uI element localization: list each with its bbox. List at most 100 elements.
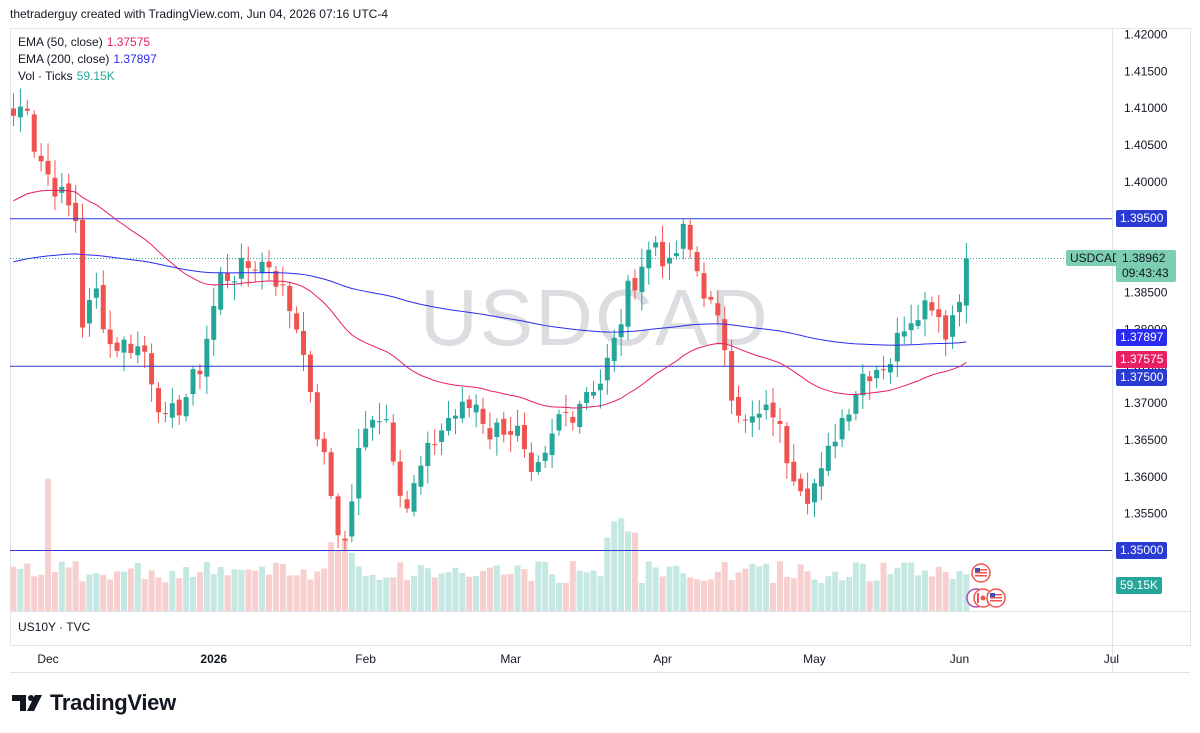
candle-body — [577, 403, 583, 428]
sub-pane-label[interactable]: US10Y · TVC — [18, 620, 91, 634]
candle-body — [404, 499, 410, 509]
legend-ema200-label: EMA (200, close) — [18, 52, 110, 66]
volume-bar — [500, 574, 507, 611]
volume-bar — [169, 570, 176, 611]
candle-body — [915, 320, 921, 327]
candle-body — [183, 397, 189, 417]
candle-body — [328, 452, 334, 496]
candle-body — [943, 315, 949, 340]
candle-body — [963, 258, 969, 306]
candle-body — [411, 483, 417, 512]
candle-body — [459, 401, 465, 419]
volume-bar — [915, 575, 922, 611]
volume-bar — [210, 573, 217, 611]
volume-bar — [590, 570, 597, 611]
time-tick-label: Mar — [500, 652, 521, 666]
legend-volume-label: Vol · Ticks — [18, 69, 73, 83]
candle-body — [805, 488, 811, 504]
volume-bar — [949, 578, 956, 611]
candle-body — [708, 296, 714, 300]
tradingview-logo-icon — [12, 695, 42, 711]
volume-bar — [562, 582, 569, 611]
volume-bar — [114, 571, 121, 611]
candle-body — [494, 422, 500, 437]
volume-bar — [583, 572, 590, 611]
candle-body — [618, 324, 624, 338]
ema-lines — [13, 189, 967, 409]
volume-bar — [45, 478, 52, 611]
candle-body — [80, 219, 86, 328]
candle-body — [418, 465, 424, 487]
legend-volume[interactable]: Vol · Ticks 59.15K — [18, 69, 115, 83]
hline-tag-lower[interactable]: 1.35000 — [1116, 542, 1168, 559]
price-pane-border — [10, 28, 1191, 612]
volume-bar — [190, 576, 197, 611]
candle-body — [100, 285, 106, 330]
volume-bar — [300, 569, 307, 611]
tradingview-logo[interactable]: TradingView — [10, 690, 176, 716]
candle-body — [715, 303, 721, 316]
volume-bar — [134, 563, 141, 611]
volume-bar — [38, 574, 45, 611]
legend-ema200[interactable]: EMA (200, close) 1.37897 — [18, 52, 157, 66]
candle-body — [563, 412, 569, 414]
price-tick-label: 1.36500 — [1124, 433, 1168, 447]
volume-bar — [493, 565, 500, 611]
volume-bar — [376, 579, 383, 611]
volume-bar — [763, 563, 770, 611]
us-flag-icon[interactable] — [986, 588, 1006, 608]
volume-bar — [811, 579, 818, 611]
volume-bar — [272, 562, 279, 611]
candle-body — [142, 345, 148, 352]
candle-body — [301, 330, 307, 355]
event-flags[interactable] — [966, 563, 1006, 608]
candle-body — [45, 160, 51, 175]
legend-ema50-label: EMA (50, close) — [18, 35, 103, 49]
candle-body — [252, 269, 258, 271]
volume-bar — [542, 562, 549, 611]
volume-bar — [100, 574, 107, 611]
legend-volume-value: 59.15K — [76, 69, 115, 83]
volume-bar — [652, 567, 659, 611]
candle-body — [128, 343, 134, 353]
volume-bar — [86, 574, 93, 611]
volume-bar — [459, 573, 466, 611]
hline-tag-upper[interactable]: 1.39500 — [1116, 210, 1168, 227]
candle-body — [584, 392, 590, 403]
candle-body — [93, 288, 99, 298]
volume-bar — [625, 531, 632, 611]
volume-bar — [873, 580, 880, 611]
volume-bar — [687, 577, 694, 611]
volume-bar — [93, 573, 100, 611]
candle-body — [294, 313, 300, 330]
legend-ema50[interactable]: EMA (50, close) 1.37575 — [18, 35, 150, 49]
volume-bar — [176, 578, 183, 611]
last-price-tag: 1.38962 09:43:43 — [1116, 250, 1176, 282]
volume-bar — [127, 568, 134, 611]
candle-body — [749, 416, 755, 423]
candle-body — [307, 354, 313, 393]
ema50-line — [13, 189, 967, 409]
volume-bar — [935, 566, 942, 611]
volume-bar — [252, 570, 259, 611]
volume-bar — [866, 581, 873, 611]
candle-body — [950, 315, 956, 337]
volume-bar — [852, 562, 859, 611]
horizontal-lines[interactable] — [10, 218, 1112, 551]
volume-bar — [928, 576, 935, 611]
volume-bar — [783, 576, 790, 611]
candle-body — [52, 177, 58, 197]
legend-ema50-value: 1.37575 — [106, 35, 151, 49]
volume-bar — [921, 570, 928, 611]
volume-bar — [694, 579, 701, 611]
us-flag-icon[interactable] — [971, 563, 991, 583]
price-tick-label: 1.42000 — [1124, 28, 1168, 42]
volume-bar — [404, 579, 411, 611]
volume-bar — [604, 537, 611, 611]
hline-tag-middle[interactable]: 1.37500 — [1116, 369, 1168, 386]
candle-body — [811, 483, 817, 503]
candle-body — [846, 414, 852, 422]
volume-bar — [390, 577, 397, 611]
volume-bar — [183, 566, 190, 611]
